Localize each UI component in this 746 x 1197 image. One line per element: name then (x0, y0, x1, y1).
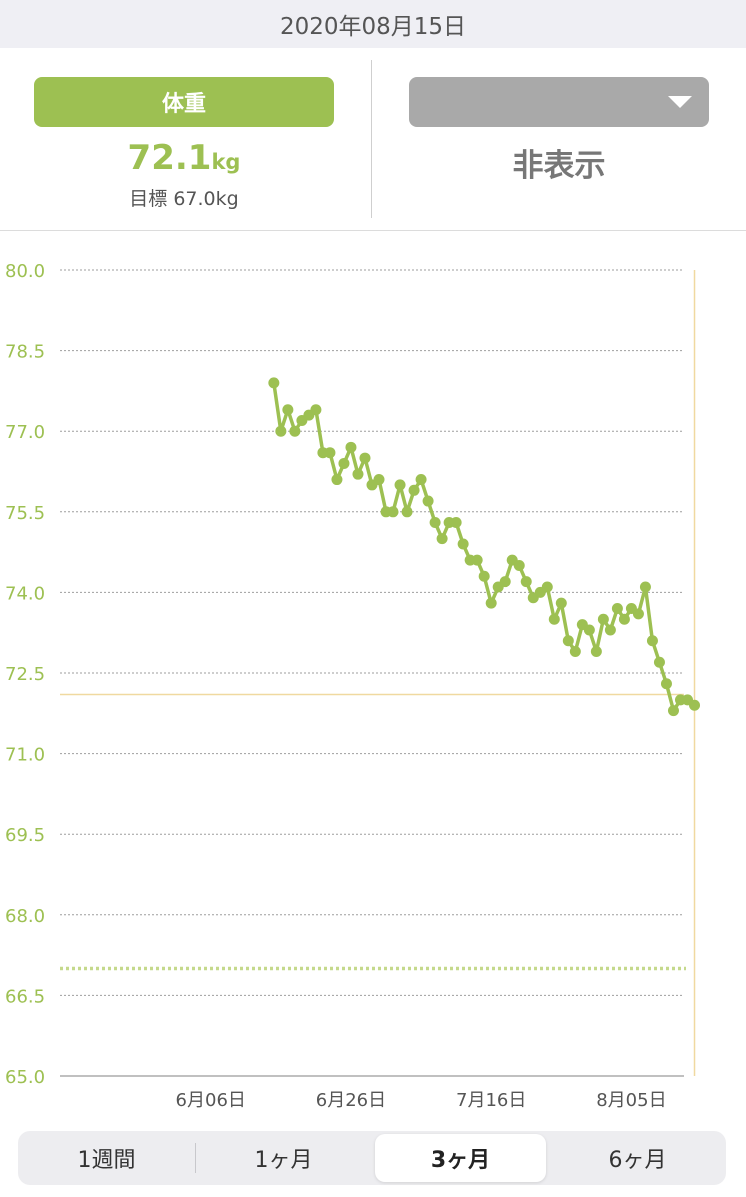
period-selector: 1週間 1ヶ月 3ヶ月 6ヶ月 (18, 1131, 726, 1185)
current-weight-value: 72.1 (127, 138, 212, 178)
data-point (548, 613, 560, 625)
weight-metric-button[interactable]: 体重 (34, 77, 334, 127)
period-tab[interactable]: 3ヶ月 (375, 1134, 546, 1182)
period-tab[interactable]: 6ヶ月 (608, 1148, 667, 1173)
data-point (618, 613, 630, 625)
current-weight: 72.1kg (34, 138, 334, 178)
data-point (583, 624, 595, 636)
y-tick-label: 74.0 (5, 583, 45, 604)
data-point (457, 538, 469, 550)
goal-weight: 目標 67.0kg (129, 188, 239, 210)
data-point (590, 646, 602, 658)
data-point (338, 457, 350, 469)
y-tick-label: 72.5 (5, 664, 45, 685)
data-point (653, 656, 665, 668)
data-point (310, 404, 322, 416)
segment-separator (195, 1143, 196, 1173)
x-tick-label: 7月16日 (456, 1090, 526, 1111)
weight-chart[interactable]: 80.0 78.5 77.0 75.5 74.0 72.5 71.0 69.5 68.0 66.5… (0, 231, 746, 1121)
data-point (660, 678, 672, 690)
data-point (562, 635, 574, 647)
data-point (555, 597, 567, 609)
data-point (499, 576, 511, 588)
date-header: 2020年08月15日 (0, 0, 746, 48)
data-point (429, 517, 441, 529)
data-point (275, 425, 287, 437)
data-point (268, 377, 280, 389)
data-point (289, 425, 301, 437)
data-point (408, 484, 420, 496)
data-point (485, 597, 497, 609)
y-tick-label: 65.0 (5, 1067, 45, 1088)
data-point (324, 447, 336, 459)
data-point (541, 581, 553, 593)
y-tick-label: 71.0 (5, 745, 45, 766)
weight-metric-label: 体重 (161, 91, 206, 116)
y-tick-label: 78.5 (5, 342, 45, 363)
data-point (387, 506, 399, 518)
y-tick-label: 80.0 (5, 261, 45, 282)
data-point (689, 699, 701, 711)
data-point (450, 517, 462, 529)
data-point (436, 533, 448, 545)
data-point (513, 560, 525, 572)
period-tab[interactable]: 1ヶ月 (254, 1148, 313, 1173)
data-point (359, 452, 371, 464)
x-tick-label: 8月05日 (596, 1090, 666, 1111)
data-point (415, 474, 427, 486)
data-point (394, 479, 406, 491)
weight-chart-svg: 80.0 78.5 77.0 75.5 74.0 72.5 71.0 69.5 68.0 66.5… (5, 261, 701, 1111)
y-tick-label: 68.0 (5, 906, 45, 927)
data-point (471, 554, 483, 566)
data-point (422, 495, 434, 507)
data-point (373, 474, 385, 486)
y-tick-label: 69.5 (5, 825, 45, 846)
period-tab[interactable]: 1週間 (77, 1148, 136, 1173)
x-tick-label: 6月06日 (176, 1090, 246, 1111)
data-point (401, 506, 413, 518)
secondary-metric-dropdown[interactable] (409, 77, 709, 127)
data-point (520, 576, 532, 588)
summary-divider (371, 60, 372, 218)
summary-panel: 体重 72.1kg 目標 67.0kg 非表示 (0, 48, 746, 231)
data-point (646, 635, 658, 647)
data-point (282, 404, 294, 416)
data-point (345, 441, 357, 453)
data-point (611, 603, 623, 615)
data-point (478, 570, 490, 582)
y-tick-label: 66.5 (5, 986, 45, 1007)
data-point (632, 608, 644, 620)
date-label: 2020年08月15日 (279, 14, 467, 40)
secondary-metric-value: 非表示 (512, 148, 606, 184)
data-point (352, 468, 364, 480)
current-weight-unit: kg (211, 150, 241, 174)
data-point (667, 705, 679, 717)
x-tick-label: 6月26日 (316, 1090, 386, 1111)
data-point (639, 581, 651, 593)
data-point (597, 613, 609, 625)
y-tick-label: 75.5 (5, 503, 45, 524)
data-point (331, 474, 343, 486)
data-point (569, 646, 581, 658)
weight-series-line (272, 382, 696, 713)
data-point (604, 624, 616, 636)
chevron-down-icon (668, 96, 692, 108)
y-tick-label: 77.0 (5, 422, 45, 443)
